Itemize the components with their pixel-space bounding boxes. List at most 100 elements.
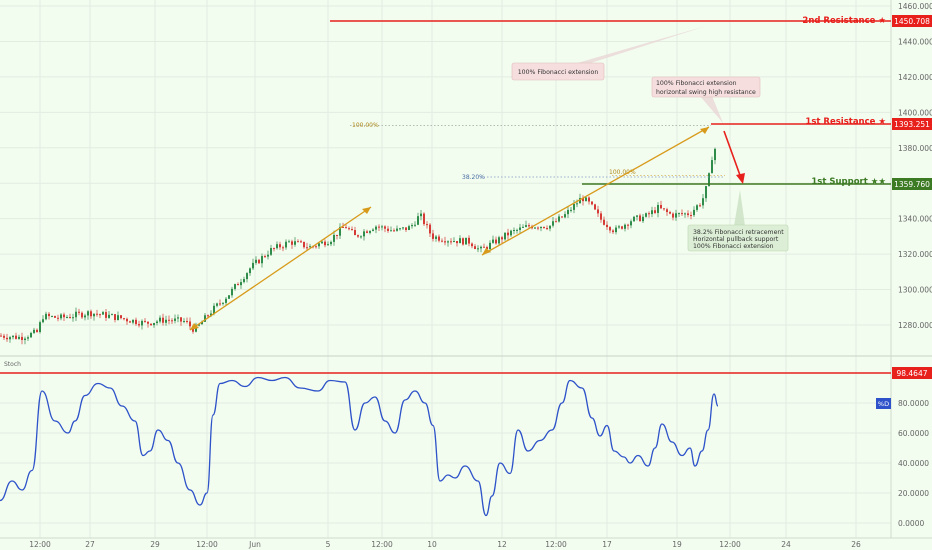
candle-body bbox=[336, 234, 338, 236]
projection-arrow-head bbox=[736, 173, 745, 184]
candle-body bbox=[51, 316, 53, 318]
fib-100-mid-label: 100.00% bbox=[609, 169, 636, 176]
candle-body bbox=[108, 314, 110, 318]
candle-body bbox=[27, 337, 29, 339]
stoch-series-badge-text: %D bbox=[878, 400, 889, 408]
candle-body bbox=[516, 229, 518, 231]
first-resistance-price-tag bbox=[892, 118, 932, 130]
candle-body bbox=[276, 244, 278, 249]
stoch-tick-label: 0.0000 bbox=[898, 519, 924, 528]
candle-body bbox=[297, 241, 299, 243]
candle-body bbox=[309, 246, 311, 248]
candle-body bbox=[609, 227, 611, 231]
candle-body bbox=[147, 321, 149, 324]
candle-body bbox=[138, 324, 140, 326]
time-tick-label: 19 bbox=[672, 540, 682, 549]
candle-body bbox=[573, 203, 575, 210]
s1-note-pointer bbox=[734, 190, 745, 226]
time-tick-label: 12 bbox=[497, 540, 507, 549]
price-tick-label: 1340.000 bbox=[898, 215, 932, 224]
candle-body bbox=[423, 213, 425, 225]
candle-body bbox=[180, 317, 182, 322]
candle-body bbox=[399, 228, 401, 230]
candle-body bbox=[438, 236, 440, 241]
candle-body bbox=[285, 241, 287, 248]
time-tick-label: 12:00 bbox=[29, 540, 51, 549]
candle-body bbox=[306, 247, 308, 249]
second-resistance-price: 1450.708 bbox=[894, 17, 930, 26]
candle-body bbox=[375, 226, 377, 230]
candle-body bbox=[168, 319, 170, 321]
candle-body bbox=[669, 212, 671, 214]
candle-body bbox=[267, 254, 269, 257]
candle-body bbox=[240, 282, 242, 286]
candle-body bbox=[705, 186, 707, 199]
price-tick-label: 1440.000 bbox=[898, 37, 932, 46]
candle-body bbox=[483, 246, 485, 248]
candle-body bbox=[567, 209, 569, 215]
candle-body bbox=[279, 244, 281, 248]
candle-body bbox=[468, 237, 470, 244]
candle-body bbox=[6, 337, 8, 340]
candle-body bbox=[171, 320, 173, 322]
candle-body bbox=[657, 204, 659, 213]
r2-note-box bbox=[511, 62, 605, 81]
candle-body bbox=[645, 213, 647, 217]
first-resistance-label: 1st Resistance ★ bbox=[805, 117, 886, 127]
candle-body bbox=[189, 321, 191, 327]
candle-body bbox=[633, 216, 635, 222]
r1-note-pointer bbox=[700, 96, 723, 123]
stoch-d-line bbox=[0, 376, 719, 517]
candle-body bbox=[18, 336, 20, 339]
candle-body bbox=[201, 321, 203, 325]
candle-body bbox=[654, 210, 656, 213]
first-support-price-tag bbox=[892, 178, 932, 190]
candle-body bbox=[153, 323, 155, 326]
candle-body bbox=[600, 213, 602, 220]
time-tick-label: 12:00 bbox=[371, 540, 393, 549]
price-tick-label: 1420.000 bbox=[898, 73, 932, 82]
candle-body bbox=[585, 197, 587, 202]
candle-body bbox=[561, 216, 563, 218]
candle-body bbox=[294, 241, 296, 245]
time-tick-label: 27 bbox=[85, 540, 95, 549]
candle-body bbox=[327, 244, 329, 246]
candle-body bbox=[129, 321, 131, 323]
candle-body bbox=[693, 209, 695, 216]
candle-body bbox=[174, 318, 176, 321]
candle-body bbox=[534, 227, 536, 229]
candle-body bbox=[639, 215, 641, 222]
candle-body bbox=[135, 319, 137, 325]
candle-body bbox=[57, 317, 59, 319]
candle-body bbox=[120, 315, 122, 319]
candle-body bbox=[270, 248, 272, 255]
candle-body bbox=[651, 210, 653, 215]
candle-body bbox=[207, 315, 209, 317]
candle-body bbox=[594, 204, 596, 210]
candle-body bbox=[444, 241, 446, 243]
candle-body bbox=[75, 311, 77, 318]
stoch-series-badge bbox=[876, 398, 891, 409]
candle-body bbox=[579, 198, 581, 204]
price-tick-label: 1380.000 bbox=[898, 144, 932, 153]
stoch-tick-label: 40.0000 bbox=[898, 459, 929, 468]
candle-body bbox=[477, 248, 479, 250]
candle-body bbox=[714, 148, 716, 161]
candle-body bbox=[513, 229, 515, 231]
candle-body bbox=[183, 320, 185, 322]
candle-body bbox=[45, 313, 47, 320]
candle-body bbox=[549, 225, 551, 229]
candle-body bbox=[255, 259, 257, 263]
candle-body bbox=[36, 329, 38, 333]
candle-body bbox=[348, 228, 350, 230]
candle-body bbox=[687, 213, 689, 216]
candle-body bbox=[690, 215, 692, 217]
time-tick-label: 5 bbox=[326, 540, 331, 549]
candle-body bbox=[9, 337, 11, 340]
candle-body bbox=[618, 226, 620, 228]
s1-note-line-2: Horizontal pullback support bbox=[693, 236, 779, 243]
candle-body bbox=[696, 205, 698, 210]
candle-body bbox=[258, 259, 260, 264]
candle-body bbox=[408, 226, 410, 231]
candle-body bbox=[624, 224, 626, 229]
